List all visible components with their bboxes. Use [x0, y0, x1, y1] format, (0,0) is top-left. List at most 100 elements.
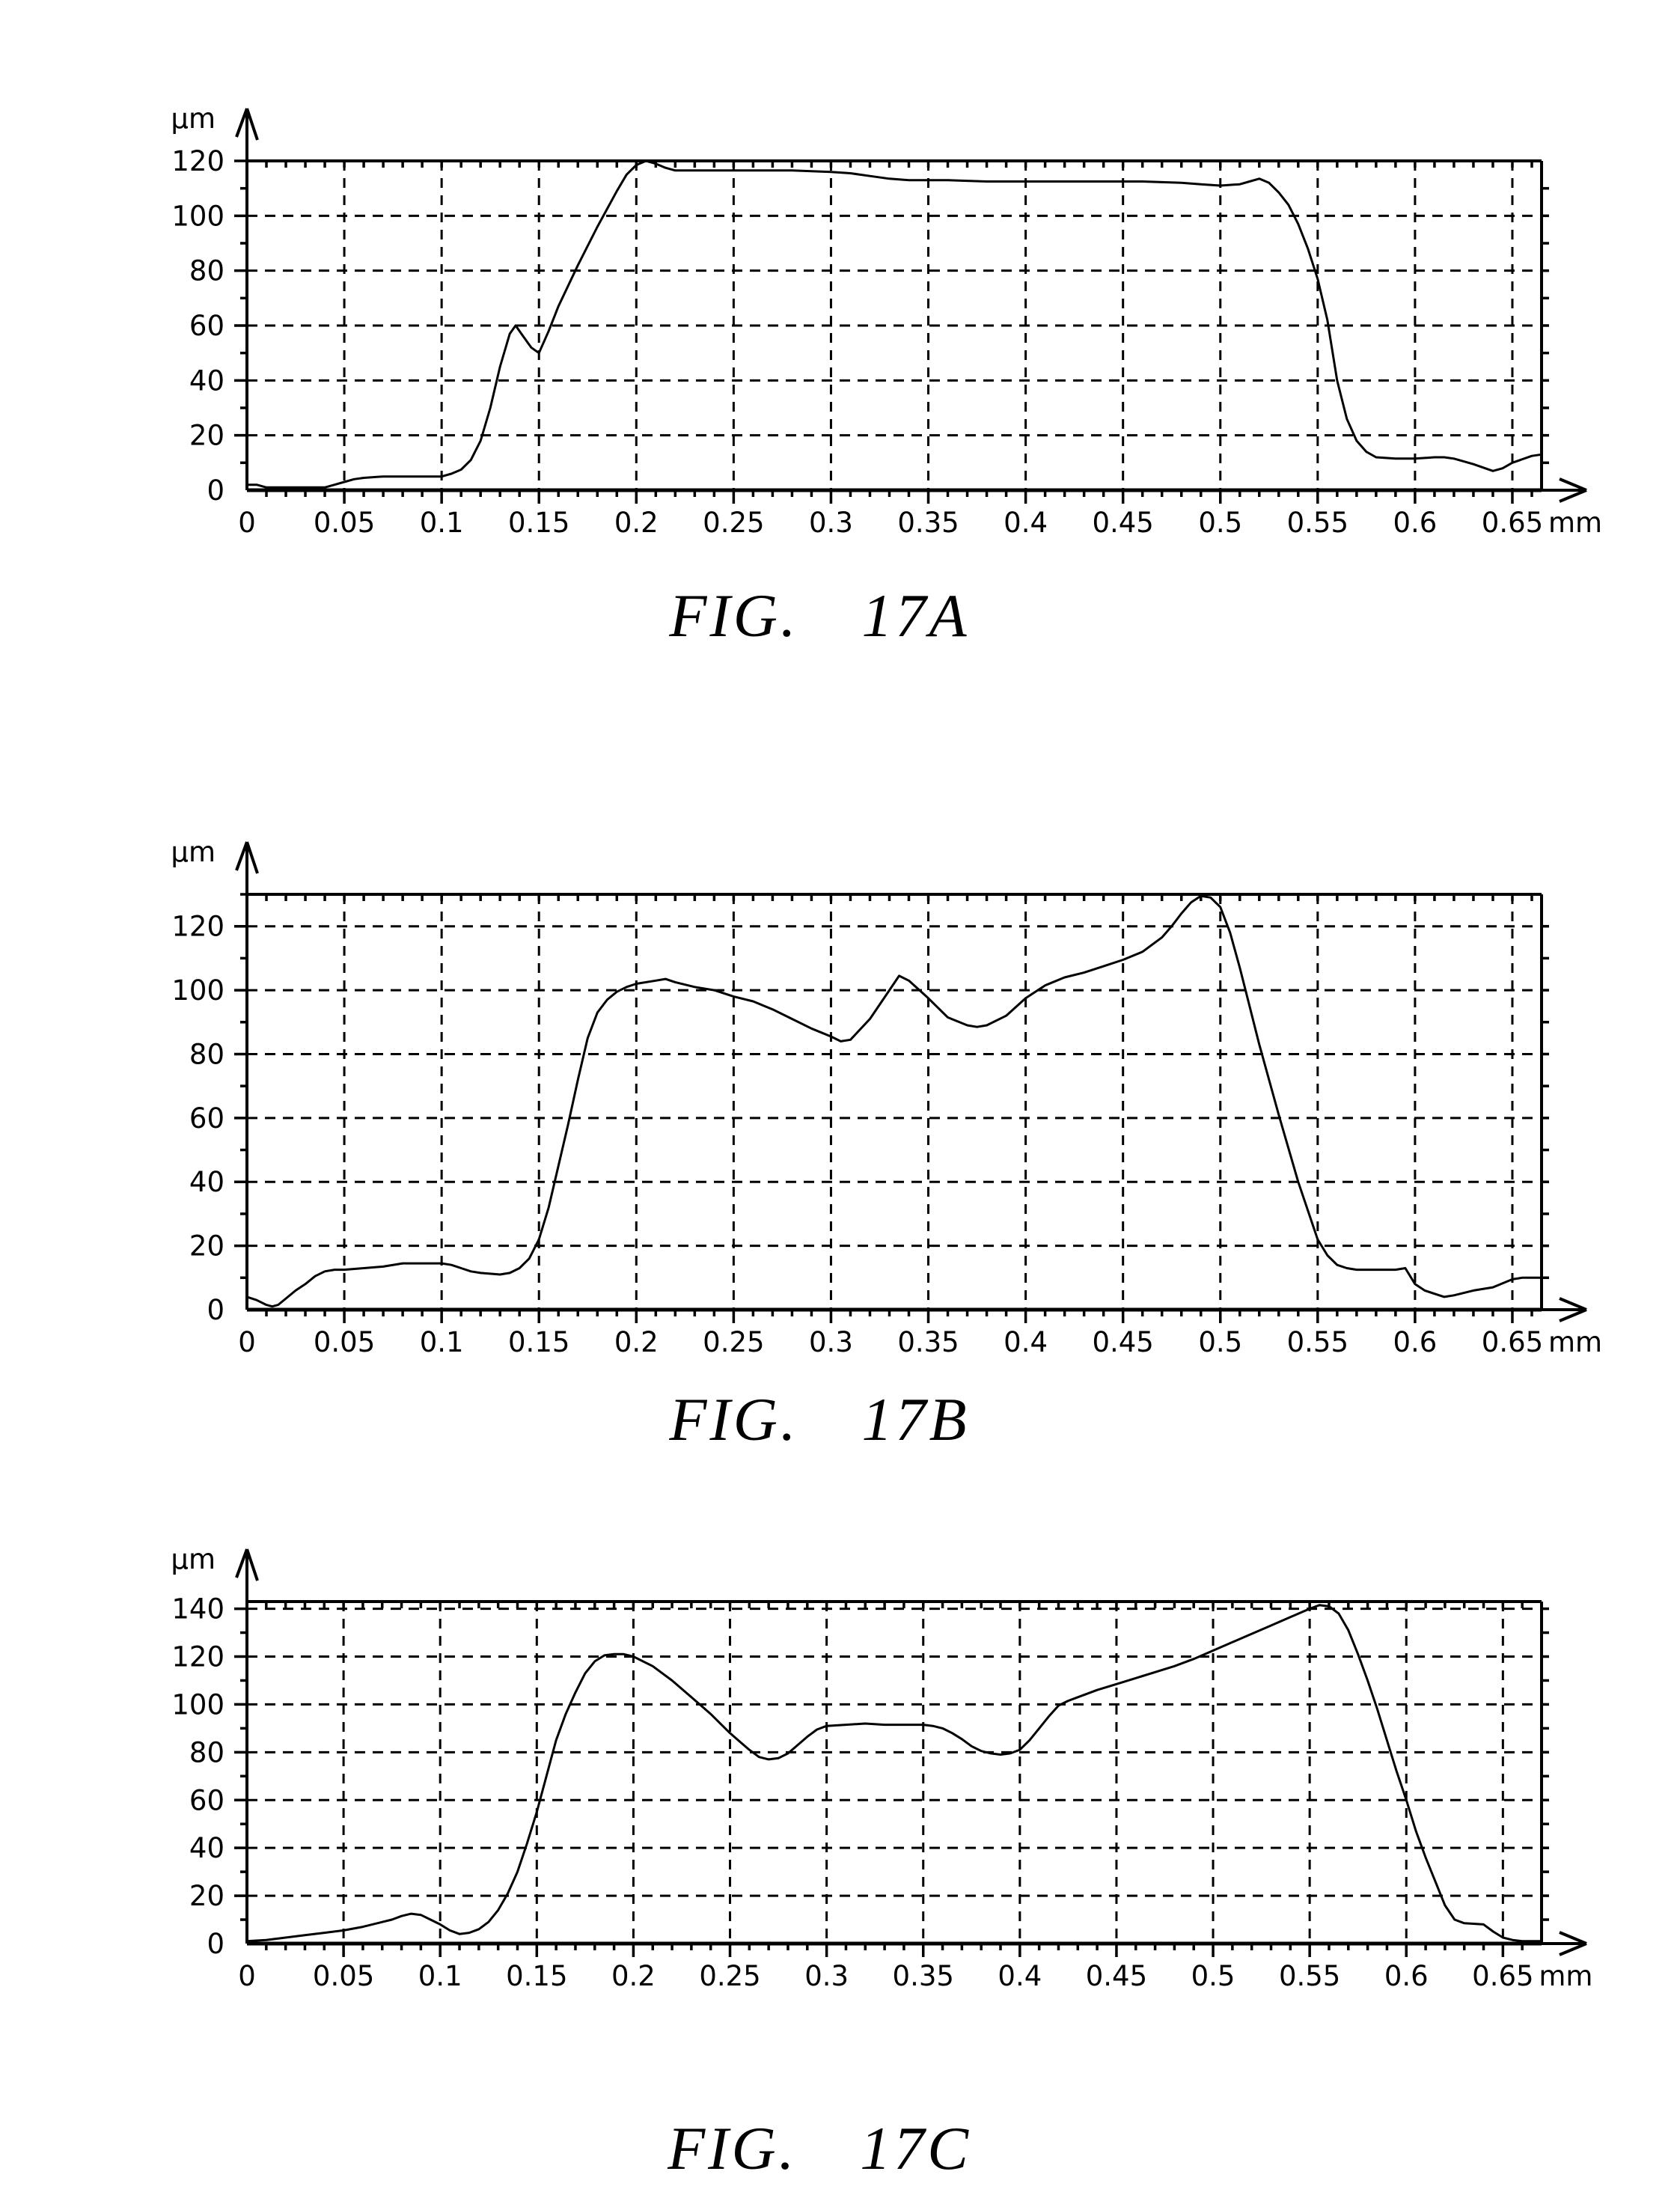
x-axis-unit-label: mm — [1548, 507, 1602, 539]
y-axis-unit-label: µm — [171, 1543, 216, 1575]
gridlines — [247, 161, 1542, 490]
y-tick-label: 80 — [189, 255, 224, 287]
x-tick-label: 0.6 — [1393, 507, 1437, 539]
x-tick-label: 0.15 — [508, 507, 569, 539]
x-tick-label: 0.25 — [699, 1960, 760, 1992]
y-tick-label: 0 — [207, 474, 224, 507]
x-tick-label: 0.05 — [314, 1326, 375, 1358]
y-tick-label: 40 — [189, 1832, 224, 1864]
x-axis-arrowhead — [1559, 477, 1587, 492]
x-tick-label: 0.6 — [1384, 1960, 1429, 1992]
y-tick-label: 140 — [171, 1593, 224, 1626]
y-tick-label: 100 — [171, 1688, 224, 1721]
profile-chart-17A: 0 20 40 60 80 100 120 0 0.05 0.1 0.15 0.2 0.25 0.3 0.3… — [171, 103, 1602, 539]
x-tick-label: 0.5 — [1198, 1326, 1242, 1358]
x-tick-label: 0 — [238, 1326, 256, 1358]
y-tick-label: 80 — [189, 1038, 224, 1070]
x-tick-label: 0.1 — [418, 1960, 462, 1992]
x-tick-label: 0.3 — [809, 507, 853, 539]
caption-fig-number: 17C — [860, 2114, 971, 2182]
x-tick-label: 0 — [238, 1960, 256, 1992]
x-tick-label: 0.55 — [1287, 507, 1348, 539]
axis-ticks — [234, 159, 1549, 504]
x-tick-label: 0.45 — [1092, 507, 1153, 539]
caption-fig-word: FIG. — [668, 2114, 798, 2182]
y-axis-arrowhead — [245, 1548, 259, 1581]
y-tick-label: 0 — [207, 1294, 224, 1326]
y-tick-label: 20 — [189, 1880, 224, 1912]
x-tick-label: 0.3 — [809, 1326, 853, 1358]
profile-curve — [245, 159, 1543, 489]
x-tick-label: 0.5 — [1191, 1960, 1235, 1992]
x-axis-arrowhead — [1559, 1931, 1587, 1945]
x-tick-label: 0.2 — [611, 1960, 656, 1992]
y-tick-label: 60 — [189, 310, 224, 342]
x-axis-unit-label: mm — [1548, 1326, 1602, 1358]
y-axis-arrowhead — [235, 108, 248, 138]
x-tick-label: 0.4 — [998, 1960, 1042, 1992]
x-tick-label: 0.45 — [1086, 1960, 1147, 1992]
y-tick-label: 100 — [171, 200, 224, 232]
y-axis-unit-label: µm — [171, 836, 216, 868]
x-tick-label: 0.4 — [1004, 1326, 1048, 1358]
x-axis-arrowhead — [1559, 1942, 1587, 1956]
x-tick-label: 0.2 — [614, 507, 659, 539]
x-tick-label: 0.45 — [1092, 1326, 1153, 1358]
tick-labels: 0 20 40 60 80 100 120 0 0.05 0.1 0.15 0.2 0.25 0.3 0.3… — [171, 103, 1602, 539]
y-axis-unit-label: µm — [171, 103, 216, 135]
x-axis-unit-label: mm — [1539, 1960, 1592, 1992]
y-axis-arrowhead — [235, 1548, 248, 1578]
x-tick-label: 0.25 — [703, 507, 764, 539]
y-tick-label: 100 — [171, 974, 224, 1007]
y-tick-label: 20 — [189, 420, 224, 452]
x-tick-label: 0.65 — [1472, 1960, 1533, 1992]
x-tick-label: 0.3 — [804, 1960, 849, 1992]
y-axis-arrowhead — [245, 841, 259, 874]
figure-caption-17B: FIG. 17B — [0, 1385, 1639, 1453]
caption-fig-number: 17B — [861, 1385, 970, 1453]
x-axis-arrowhead — [1559, 1308, 1587, 1322]
caption-fig-word: FIG. — [669, 582, 799, 650]
tick-labels: 0 20 40 60 80 100 120 140 0 0.05 0.1 0.15 0.2 0.25 0.3… — [171, 1543, 1592, 1992]
x-tick-label: 0 — [238, 507, 256, 539]
x-tick-label: 0.5 — [1198, 507, 1242, 539]
y-tick-label: 60 — [189, 1102, 224, 1135]
y-tick-label: 40 — [189, 364, 224, 397]
x-axis-arrowhead — [1559, 489, 1587, 503]
y-axis-arrowhead — [235, 841, 248, 871]
x-tick-label: 0.35 — [897, 1326, 959, 1358]
figure-caption-17A: FIG. 17A — [0, 582, 1639, 650]
axis-ticks — [234, 1602, 1549, 1957]
profile-curve — [245, 894, 1543, 1308]
x-tick-label: 0.2 — [614, 1326, 659, 1358]
x-tick-label: 0.6 — [1393, 1326, 1437, 1358]
profile-chart-17C: 0 20 40 60 80 100 120 140 0 0.05 0.1 0.15 0.2 0.25 0.3… — [171, 1543, 1592, 1992]
x-tick-label: 0.55 — [1287, 1326, 1348, 1358]
y-tick-label: 20 — [189, 1230, 224, 1263]
axis-ticks — [234, 893, 1549, 1323]
x-tick-label: 0.25 — [703, 1326, 764, 1358]
y-tick-label: 0 — [207, 1928, 224, 1960]
x-tick-label: 0.05 — [314, 507, 375, 539]
y-tick-label: 120 — [171, 911, 224, 943]
y-tick-label: 120 — [171, 145, 224, 177]
x-tick-label: 0.1 — [420, 507, 464, 539]
caption-fig-number: 17A — [861, 582, 970, 650]
gridlines — [247, 894, 1542, 1310]
x-tick-label: 0.4 — [1004, 507, 1048, 539]
figure-caption-17C: FIG. 17C — [0, 2114, 1639, 2182]
y-tick-label: 80 — [189, 1736, 224, 1768]
caption-fig-word: FIG. — [669, 1385, 799, 1453]
x-tick-label: 0.65 — [1482, 507, 1543, 539]
y-tick-label: 60 — [189, 1784, 224, 1816]
x-tick-label: 0.35 — [897, 507, 959, 539]
y-axis-arrowhead — [245, 108, 259, 141]
x-tick-label: 0.35 — [893, 1960, 954, 1992]
tick-labels: 0 20 40 60 80 100 120 0 0.05 0.1 0.15 0.2 0.25 0.3 0.3… — [171, 836, 1602, 1358]
x-tick-label: 0.65 — [1482, 1326, 1543, 1358]
x-tick-label: 0.55 — [1279, 1960, 1340, 1992]
x-axis-arrowhead — [1559, 1297, 1587, 1311]
x-tick-label: 0.15 — [508, 1326, 569, 1358]
